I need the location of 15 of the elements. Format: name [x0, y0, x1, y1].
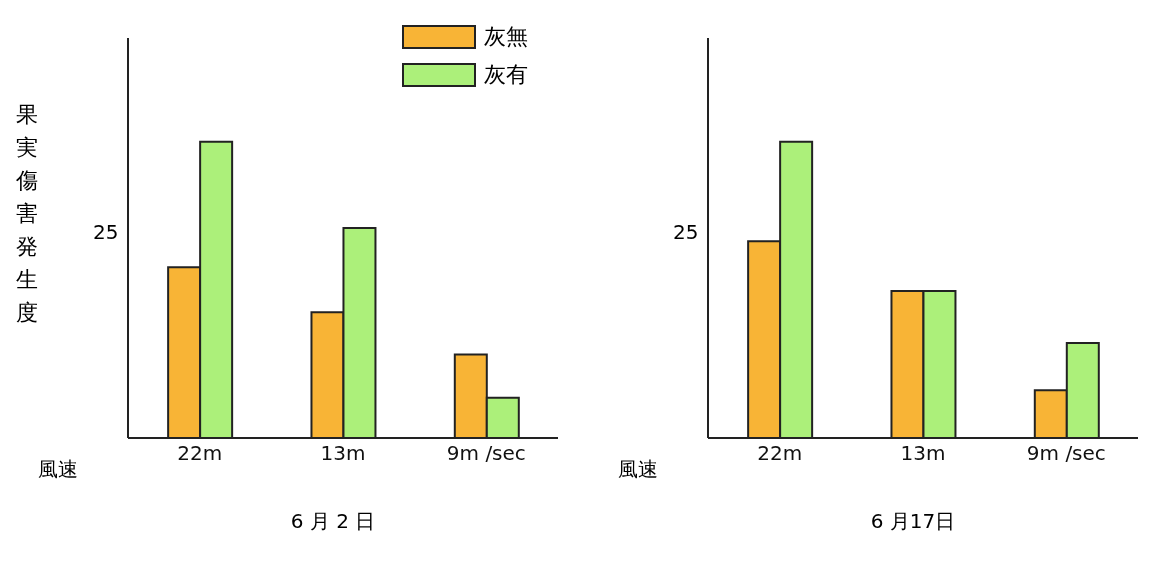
x-axis-title: 風速: [618, 456, 658, 483]
text: 6 月17日: [869, 508, 957, 535]
x-tick-label: 9m /sec: [1026, 441, 1106, 466]
x-tick-label: 9m /sec: [446, 441, 526, 466]
legend-label: 灰有: [484, 61, 528, 89]
x-tick-label: 13m: [900, 441, 946, 466]
text: 25: [93, 220, 119, 244]
x-tick-label: 22m: [177, 441, 223, 466]
x-axis-title: 風速: [38, 456, 78, 483]
x-tick-label: 22m: [757, 441, 803, 466]
text: 25: [673, 220, 699, 244]
legend-label: 灰無: [484, 23, 528, 51]
y-axis-title: 果実傷害発生度: [15, 101, 39, 327]
text: 6 月 2 日: [289, 508, 377, 535]
x-tick-label: 13m: [320, 441, 366, 466]
